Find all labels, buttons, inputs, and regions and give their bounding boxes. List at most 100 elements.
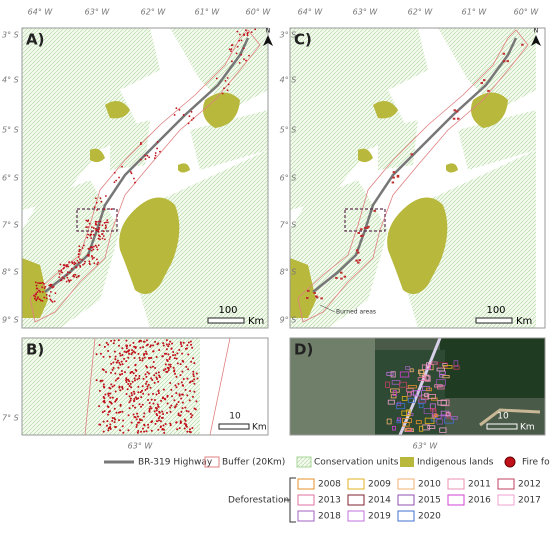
fire-dot	[173, 357, 176, 360]
fire-dot	[96, 209, 98, 211]
fire-dot	[193, 390, 196, 393]
fire-dot	[110, 339, 113, 342]
fire-dot	[99, 197, 102, 200]
fire-dot	[230, 44, 233, 47]
fire-dot	[91, 246, 94, 249]
fire-dot	[146, 398, 149, 401]
fire-dot	[111, 385, 114, 388]
fire-dot	[131, 351, 134, 354]
deforestation-patch	[436, 385, 445, 390]
fire-dot	[139, 359, 142, 362]
fire-dot	[155, 376, 158, 379]
fire-dot	[138, 356, 141, 359]
fire-dot	[170, 347, 173, 350]
fire-dot	[146, 371, 149, 374]
fire-dot	[115, 399, 118, 402]
fire-dot	[140, 419, 143, 422]
fire-dot	[107, 410, 110, 413]
fire-dot	[109, 423, 112, 426]
fire-dot	[45, 293, 48, 296]
fire-dot	[129, 399, 132, 402]
fire-dot	[157, 380, 160, 383]
fire-dot	[141, 389, 144, 392]
fire-dot	[162, 342, 165, 345]
fire-dot	[100, 200, 103, 203]
fire-dot	[231, 60, 233, 63]
fire-dot	[94, 222, 97, 225]
fire-dot	[136, 415, 139, 418]
fire-dot	[147, 372, 150, 375]
deforestation-patch	[399, 381, 407, 388]
fire-dot	[133, 415, 136, 418]
fire-dot	[43, 296, 46, 299]
fire-dot	[73, 261, 76, 264]
fire-dot	[144, 382, 147, 385]
fire-dot	[125, 392, 128, 395]
fire-dot	[193, 407, 196, 410]
fire-dot	[177, 382, 180, 385]
legend-swatch	[347, 494, 365, 506]
fire-dot	[90, 226, 93, 229]
fire-dot	[121, 354, 124, 357]
fire-dot	[169, 340, 172, 343]
fire-dot	[105, 424, 108, 427]
fire-dot	[101, 224, 104, 227]
fire-dot	[187, 341, 190, 344]
scale-bar	[218, 423, 250, 430]
burned-patch	[506, 60, 509, 63]
fire-dot	[114, 426, 117, 429]
fire-dot	[240, 53, 243, 56]
fire-dot	[67, 265, 70, 268]
fire-dot	[150, 377, 153, 380]
fire-dot	[154, 406, 157, 409]
fire-dot	[41, 281, 44, 284]
fire-dot	[110, 383, 113, 386]
fire-dot	[99, 238, 101, 241]
legend-label: 2009	[368, 480, 391, 490]
deforestation-patch	[432, 415, 442, 419]
fire-dot	[128, 384, 131, 387]
fire-dot	[95, 379, 98, 382]
fire-dot	[87, 247, 90, 250]
lat-label: 5° S	[280, 126, 297, 135]
fire-dot	[121, 410, 124, 413]
fire-dot	[192, 375, 195, 378]
legend-swatch	[397, 478, 415, 490]
fire-dot	[184, 388, 187, 391]
fire-dot	[90, 230, 93, 233]
fire-dot	[155, 420, 158, 423]
fire-dot	[243, 58, 245, 61]
fire-dot	[173, 370, 176, 373]
fire-dot	[129, 382, 132, 385]
deforestation-patch	[406, 388, 414, 393]
fire-dot	[153, 381, 156, 384]
burned-patch	[335, 276, 338, 279]
fire-dot	[81, 247, 84, 249]
brace	[284, 477, 296, 523]
fire-dot	[101, 237, 104, 240]
fire-dot	[151, 392, 154, 395]
fire-dot	[87, 226, 89, 228]
fire-dot	[145, 344, 148, 347]
fire-dot	[153, 157, 156, 160]
fire-dot	[113, 384, 116, 387]
fire-dot	[134, 181, 136, 184]
fire-dot	[90, 254, 93, 257]
fire-dot	[175, 386, 178, 389]
fire-dot	[180, 410, 183, 413]
fire-dot	[224, 79, 227, 82]
fire-dot	[141, 403, 144, 406]
fire-dot	[147, 423, 150, 426]
fire-dot	[107, 394, 110, 397]
deforestation-patch	[426, 362, 431, 367]
deforestation-patch	[424, 417, 435, 424]
fire-dot	[181, 401, 184, 404]
legend-label: 2016	[468, 496, 491, 506]
legend-swatch	[447, 494, 465, 506]
fire-dot	[114, 400, 117, 403]
fire-dot	[173, 399, 176, 402]
scale-bar	[475, 317, 513, 324]
fire-dot	[149, 405, 152, 408]
deforestation-patch	[431, 361, 438, 365]
